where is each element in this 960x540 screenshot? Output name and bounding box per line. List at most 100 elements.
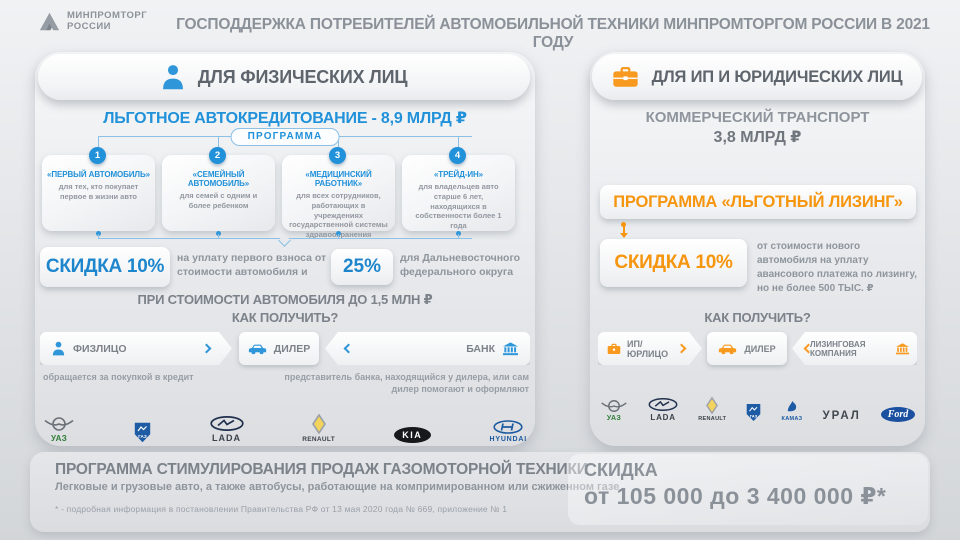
discount-note: от стоимости нового автомобиля на уплату… [757, 241, 918, 294]
renault-logo-icon [311, 414, 326, 434]
connector-dot [335, 231, 341, 236]
program-card-desc: для семей с одним и более ребенком [179, 191, 258, 210]
gas-program-bar: ПРОГРАММА СТИМУЛИРОВАНИЯ ПРОДАЖ ГАЗОМОТО… [30, 452, 930, 532]
connector-dot [215, 231, 221, 236]
flow-step-label: ДИЛЕР [273, 342, 311, 355]
program-card-title: «СЕМЕЙНЫЙ АВТОМОБИЛЬ» [187, 170, 250, 188]
dfo-note: для Дальневосточного федерального округа [400, 252, 521, 279]
briefcase-icon [612, 66, 639, 88]
connector-dot [455, 231, 461, 236]
gaz-logo-icon: ГАЗ [747, 403, 761, 422]
bank-icon [503, 341, 518, 356]
program-number: 4 [449, 147, 466, 164]
chevron-right-icon [202, 344, 212, 354]
program-card: «ПЕРВЫЙ АВТОМОБИЛЬ» для тех, кто покупае… [42, 155, 155, 231]
individuals-header-label: ДЛЯ ФИЗИЧЕСКИХ ЛИЦ [197, 66, 408, 87]
program-card-title: «МЕДИЦИНСКИЙ РАБОТНИК» [305, 170, 372, 188]
brand-ural: УРАЛ [823, 410, 861, 422]
ford-logo-icon: Ford [880, 407, 915, 422]
program-number: 2 [209, 147, 226, 164]
brand-gaz: ГАЗ [746, 403, 761, 422]
flow-step-individual: ФИЗЛИЦО [40, 332, 232, 365]
flow-step-dealer: ДИЛЕР [239, 332, 319, 365]
loan-heading-text: ЛЬГОТНОЕ АВТОКРЕДИТОВАНИЕ - [103, 110, 377, 127]
arrow-down-icon [619, 233, 628, 238]
brand-renault: RENAULT [302, 414, 335, 443]
flow-step-label: БАНК [466, 342, 495, 355]
program-card: «ТРЕЙД-ИН» для владельцев авто старше 6 … [402, 155, 515, 231]
dfo-percent-badge: 25% [331, 249, 393, 285]
brand-lada: LADA [648, 398, 678, 422]
svg-text:ГАЗ: ГАЗ [750, 414, 758, 419]
business-header-label: ДЛЯ ИП И ЮРИДИЧЕСКИХ ЛИЦ [651, 67, 903, 86]
program-number: 3 [329, 147, 346, 164]
flow-step-label: ИП/ЮРЛИЦО [627, 338, 669, 359]
loan-heading-amount: 8,9 МЛРД ₽ [380, 110, 467, 127]
leasing-program-badge: ПРОГРАММА «ЛЬГОТНЫЙ ЛИЗИНГ» [600, 185, 916, 219]
brand-hyundai: HYUNDAI [490, 420, 528, 443]
individuals-header: ДЛЯ ФИЗИЧЕСКИХ ЛИЦ [38, 54, 530, 100]
connector-line [623, 226, 625, 234]
connector-stub [217, 136, 219, 147]
brand-logos: УАЗ LADA RENAULT ГАЗ КАМАЗ УРАЛ Ford [600, 374, 915, 422]
flow-step-business: ИП/ЮРЛИЦО [598, 332, 702, 365]
commercial-transport-amount: 3,8 МЛРД ₽ [713, 129, 802, 146]
flow-step-bank: БАНК [325, 332, 530, 365]
minpromtorg-logo-icon [38, 11, 61, 32]
program-card: «СЕМЕЙНЫЙ АВТОМОБИЛЬ» для семей с одним … [162, 155, 275, 231]
brand-lada: LADA [209, 416, 244, 443]
gas-discount-label: СКИДКА [584, 460, 658, 480]
program-card-desc: для тех, кто покупает первое в жизни авт… [58, 182, 139, 201]
discount-badge: СКИДКА 10% [40, 247, 170, 287]
how-to-get-heading: КАК ПОЛУЧИТЬ? [704, 310, 811, 325]
program-card-title: «ТРЕЙД-ИН» [433, 170, 484, 179]
individuals-panel: ДЛЯ ФИЗИЧЕСКИХ ЛИЦ ЛЬГОТНОЕ АВТОКРЕДИТОВ… [35, 52, 535, 446]
connector-stub [97, 136, 99, 147]
program-card: «МЕДИЦИНСКИЙ РАБОТНИК» для всех сотрудни… [282, 155, 395, 239]
car-icon [248, 343, 267, 355]
program-number: 1 [89, 147, 106, 164]
briefcase-icon [607, 343, 621, 355]
program-label: ПРОГРАММА [230, 128, 340, 146]
svg-text:ГАЗ: ГАЗ [138, 434, 147, 439]
gaz-logo-icon: ГАЗ [134, 422, 150, 443]
connector-dot [95, 231, 101, 236]
brand-logos: УАЗ ГАЗ LADA RENAULT KIA HYUNDAI [43, 397, 527, 443]
bank-icon [896, 342, 909, 355]
footnote: * - подробная информация в постановлении… [55, 504, 508, 514]
commercial-transport-label: КОММЕРЧЕСКИЙ ТРАНСПОРТ [645, 109, 870, 126]
flow-step-label: ЛИЗИНГОВАЯ КОМПАНИЯ [810, 339, 866, 358]
brand-kia: KIA [393, 427, 431, 443]
kamaz-logo-icon [788, 400, 797, 412]
connector-stub [457, 234, 459, 239]
gas-discount-value: от 105 000 до 3 400 000 ₽* [584, 483, 887, 509]
discount-badge: СКИДКА 10% [600, 239, 747, 287]
ural-logo-icon: УРАЛ [822, 410, 861, 422]
gas-program-title: ПРОГРАММА СТИМУЛИРОВАНИЯ ПРОДАЖ ГАЗОМОТО… [55, 461, 588, 478]
connector-stub [217, 234, 219, 239]
chevron-left-icon [343, 343, 354, 354]
kia-logo-icon: KIA [393, 427, 431, 443]
brand-kamaz: КАМАЗ [782, 399, 803, 422]
brand-renault: RENAULT [698, 397, 726, 422]
page-title: ГОСПОДДЕРЖКА ПОТРЕБИТЕЛЕЙ АВТОМОБИЛЬНОЙ … [176, 16, 930, 51]
connector-stub [457, 136, 459, 147]
discount-note: на уплату первого взноса от стоимости ав… [177, 252, 327, 279]
price-condition: ПРИ СТОИМОСТИ АВТОМОБИЛЯ ДО 1,5 МЛН ₽ [137, 292, 433, 307]
loan-heading: ЛЬГОТНОЕ АВТОКРЕДИТОВАНИЕ - 8,9 МЛРД ₽ [35, 108, 535, 128]
minpromtorg-logo: МИНПРОМТОРГ РОССИИ [38, 10, 148, 33]
connector-stub [337, 234, 339, 239]
uaz-logo-icon [601, 400, 627, 412]
flow-step-dealer: ДИЛЕР [707, 332, 787, 365]
brand-ford: Ford [880, 407, 915, 422]
program-card-desc: для владельцев авто старше 6 лет, находя… [415, 182, 502, 230]
renault-logo-icon [706, 397, 719, 414]
uaz-logo-icon [44, 417, 74, 431]
lada-logo-icon [209, 416, 244, 431]
hyundai-logo-icon [493, 420, 523, 434]
brand-gaz: ГАЗ [134, 422, 151, 443]
person-icon [52, 341, 65, 356]
lada-logo-icon [648, 398, 678, 411]
logo-text: МИНПРОМТОРГ РОССИИ [67, 10, 148, 32]
flow-caption-right: представитель банка, находящийся у дилер… [284, 372, 529, 395]
